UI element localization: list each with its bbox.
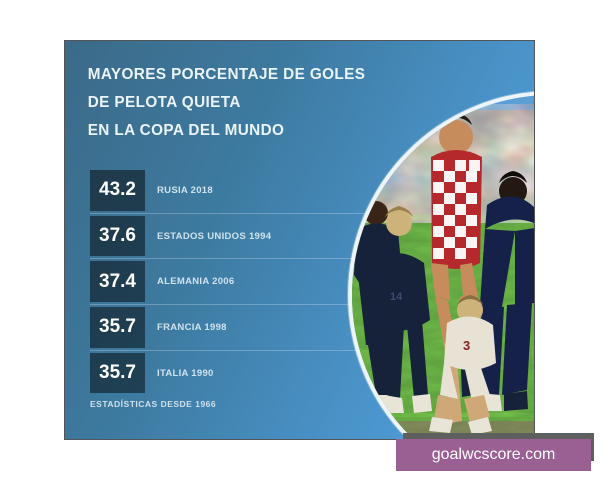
svg-text:3: 3 <box>463 338 470 353</box>
svg-text:14: 14 <box>390 291 403 303</box>
